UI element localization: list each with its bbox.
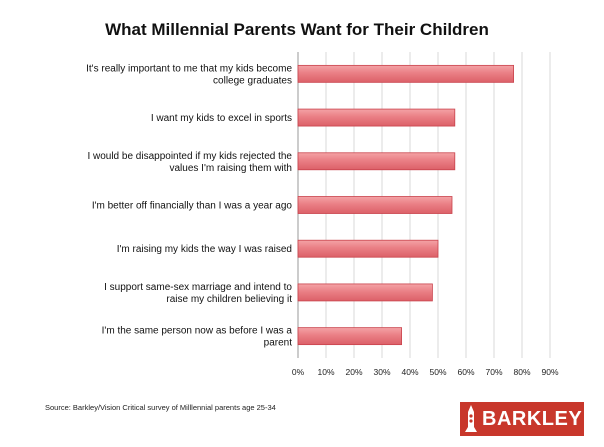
category-label: I would be disappointed if my kids rejec… <box>87 151 292 174</box>
x-tick-label: 30% <box>373 367 390 377</box>
barkley-logo: BARKLEY <box>460 402 584 436</box>
x-tick-label: 0% <box>292 367 305 377</box>
bar <box>297 327 402 346</box>
x-tick-label: 60% <box>457 367 474 377</box>
bar <box>297 152 456 171</box>
source-note: Source: Barkley/Vision Critical survey o… <box>45 403 276 412</box>
rocket-icon <box>460 402 482 436</box>
category-label: It's really important to me that my kids… <box>86 63 292 86</box>
bar <box>297 239 439 258</box>
x-tick-labels: 0% 10% 20% 30% 40% 50% 60% 70% 80% 90% <box>292 367 559 377</box>
x-tick-label: 80% <box>513 367 530 377</box>
x-tick-label: 10% <box>317 367 334 377</box>
bar <box>297 283 433 302</box>
bars <box>297 64 515 346</box>
x-tick-label: 90% <box>541 367 558 377</box>
category-label: I'm raising my kids the way I was raised <box>117 244 292 255</box>
category-label: I'm better off financially than I was a … <box>92 201 293 212</box>
x-tick-label: 50% <box>429 367 446 377</box>
category-label: I support same-sex marriage and intend t… <box>104 282 292 305</box>
bar-chart: It's really important to me that my kids… <box>86 52 559 377</box>
chart-title: What Millennial Parents Want for Their C… <box>105 20 489 39</box>
bar <box>297 196 453 214</box>
x-tick-label: 70% <box>485 367 502 377</box>
x-tick-label: 20% <box>345 367 362 377</box>
bar <box>297 64 515 83</box>
category-label: I'm the same person now as before I was … <box>102 326 293 349</box>
x-tick-label: 40% <box>401 367 418 377</box>
category-label: I want my kids to excel in sports <box>151 113 292 124</box>
bar <box>297 108 456 127</box>
logo-text: BARKLEY <box>482 407 583 430</box>
category-labels: It's really important to me that my kids… <box>86 63 292 348</box>
